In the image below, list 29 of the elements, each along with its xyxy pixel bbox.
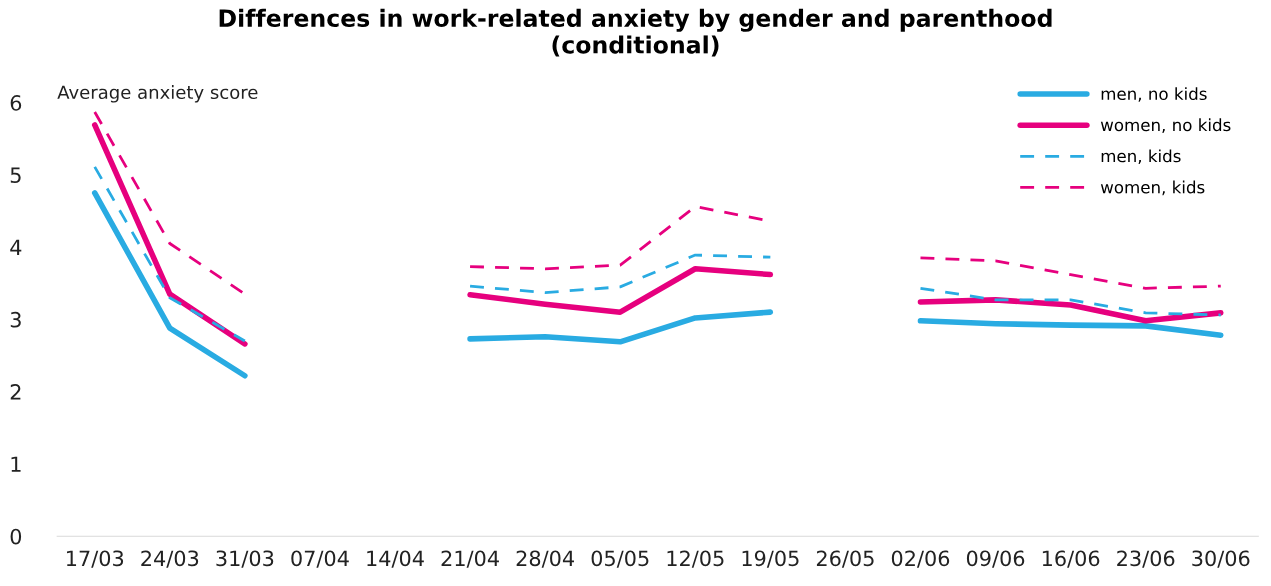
legend-label: men, kids: [1101, 149, 1181, 165]
x-tick-label: 23/06: [1117, 550, 1175, 568]
x-tick-label: 05/05: [591, 550, 649, 568]
y-tick-label: 3: [10, 311, 21, 328]
x-tick-label: 24/03: [141, 550, 199, 568]
x-tick-label: 26/05: [816, 550, 874, 568]
x-tick-label: 12/05: [667, 550, 724, 568]
y-tick-label: 6: [10, 95, 22, 111]
y-tick-label: 4: [10, 239, 22, 256]
x-tick-label: 19/05: [742, 550, 799, 568]
y-tick-label: 1: [11, 456, 21, 472]
x-tick-label: 16/06: [1042, 550, 1100, 568]
chart-title: Differences in work-related anxiety by gender and parenthood (conditional): [219, 8, 1052, 57]
legend-label: women, no kids: [1100, 118, 1231, 133]
x-tick-label: 17/03: [67, 550, 124, 568]
y-tick-label: 0: [10, 528, 22, 545]
x-tick-label: 02/06: [891, 550, 950, 568]
x-tick-label: 09/06: [966, 550, 1025, 568]
x-tick-label: 31/03: [216, 550, 274, 568]
y-tick-label: 2: [10, 384, 21, 400]
x-tick-label: 21/04: [441, 550, 499, 568]
x-tick-label: 30/06: [1192, 550, 1250, 568]
x-tick-label: 14/04: [367, 550, 424, 568]
legend-label: men, no kids: [1101, 87, 1207, 102]
y-axis-title: Average anxiety score: [57, 85, 258, 103]
y-tick-label: 5: [10, 167, 21, 184]
x-tick-label: 07/04: [291, 550, 349, 568]
legend-label: women, kids: [1100, 180, 1205, 196]
x-tick-label: 28/04: [516, 550, 574, 568]
